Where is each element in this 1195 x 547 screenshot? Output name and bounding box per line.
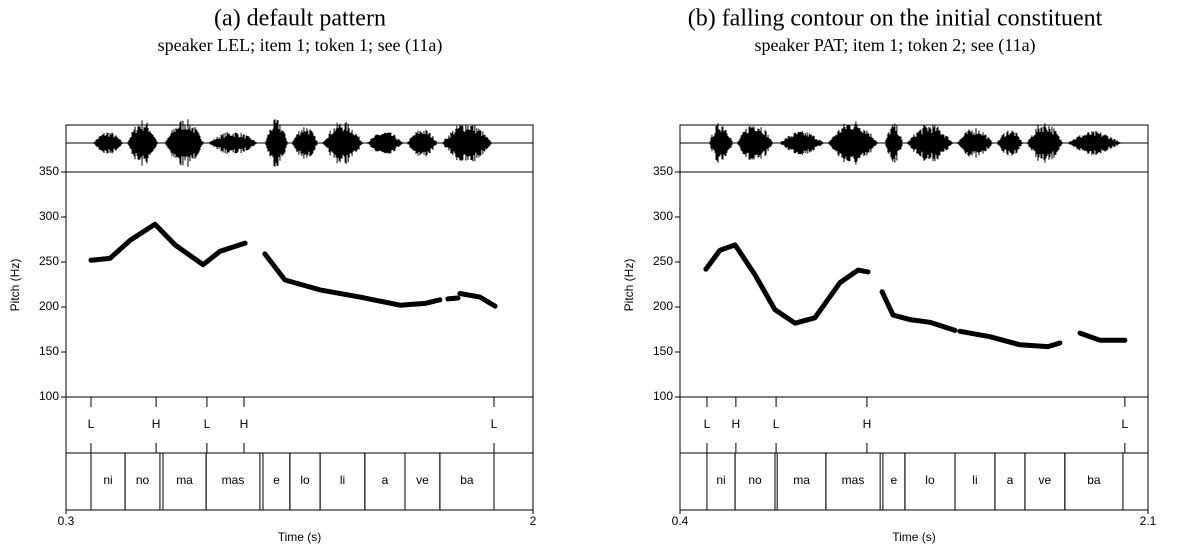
syllable-label: ba: [460, 473, 474, 487]
y-axis-label: Pitch (Hz): [622, 259, 636, 312]
y-tick-label: 100: [39, 389, 59, 403]
syllable-label: li: [340, 473, 345, 487]
syllable-label: ve: [1039, 473, 1052, 487]
pitch-contour: [88, 221, 498, 309]
tone-label: H: [732, 417, 741, 431]
syllable-label: e: [891, 473, 898, 487]
x-tick-label: 0.3: [58, 514, 75, 528]
syllable-label: ve: [416, 473, 429, 487]
syllable-label: a: [382, 473, 389, 487]
syllable-label: ni: [716, 473, 725, 487]
tone-label: L: [204, 417, 211, 431]
y-tick-label: 300: [653, 209, 673, 223]
tone-label: H: [240, 417, 249, 431]
syllable-label: ma: [793, 473, 810, 487]
tone-label: L: [773, 417, 780, 431]
x-tick-label: 0.4: [672, 514, 689, 528]
tone-label: L: [704, 417, 711, 431]
y-tick-label: 150: [653, 344, 673, 358]
syllable-label: ni: [103, 473, 112, 487]
y-tick-label: 250: [39, 254, 59, 268]
y-tick-label: 150: [39, 344, 59, 358]
y-tick-label: 200: [39, 299, 59, 313]
syllable-label: e: [273, 473, 280, 487]
x-tick-label: 2.1: [1140, 514, 1157, 528]
title: (a) default pattern: [214, 6, 386, 32]
tone-label: L: [88, 417, 95, 431]
tone-label: H: [863, 417, 872, 431]
syllable-label: mas: [842, 473, 865, 487]
title: (b) falling contour on the initial const…: [688, 6, 1103, 32]
syllable-label: li: [972, 473, 977, 487]
tone-label: H: [152, 417, 161, 431]
y-tick-label: 200: [653, 299, 673, 313]
syllable-label: mas: [222, 473, 245, 487]
syllable-label: ba: [1087, 473, 1101, 487]
tone-label: L: [491, 417, 498, 431]
y-tick-label: 250: [653, 254, 673, 268]
plot-frame: [65, 124, 534, 511]
syllable-label: a: [1007, 473, 1014, 487]
pitch-contour: [703, 242, 1128, 350]
waveform: [93, 119, 493, 167]
y-tick-label: 300: [39, 209, 59, 223]
y-tick-label: 100: [653, 389, 673, 403]
y-tick-label: 350: [39, 164, 59, 178]
x-axis-label: Time (s): [278, 530, 322, 544]
syllable-label: no: [748, 473, 762, 487]
syllable-label: ma: [176, 473, 193, 487]
syllable-label: no: [136, 473, 150, 487]
syllable-label: lo: [925, 473, 935, 487]
y-tick-label: 350: [653, 164, 673, 178]
x-axis-label: Time (s): [892, 530, 936, 544]
x-tick-label: 2: [530, 514, 537, 528]
syllable-label: lo: [300, 473, 310, 487]
subtitle: speaker LEL; item 1; token 1; see (11a): [158, 35, 443, 56]
y-axis-label: Pitch (Hz): [8, 259, 22, 312]
subtitle: speaker PAT; item 1; token 2; see (11a): [754, 35, 1035, 56]
waveform: [709, 121, 1122, 165]
tone-label: L: [1122, 417, 1129, 431]
plot-frame: [679, 124, 1149, 511]
